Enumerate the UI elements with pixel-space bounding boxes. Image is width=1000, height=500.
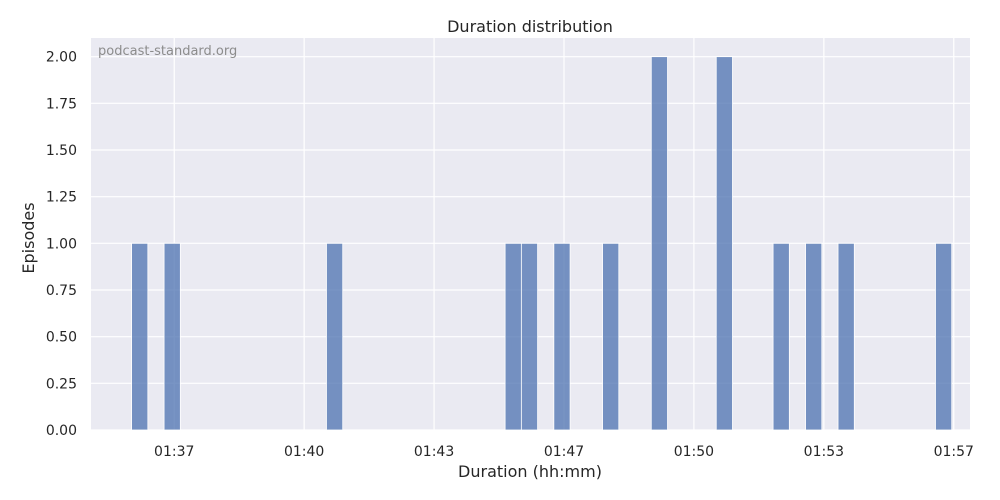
histogram-bar xyxy=(935,242,953,431)
chart-title: Duration distribution xyxy=(447,17,613,36)
y-tick-label: 1.25 xyxy=(46,190,77,206)
y-tick-label: 0.00 xyxy=(46,423,77,439)
y-axis-ticks: 0.00 0.25 0.50 0.75 1.00 1.25 1.50 1.75 2.00 xyxy=(46,50,77,439)
watermark: podcast-standard.org xyxy=(98,44,237,59)
y-tick-label: 0.75 xyxy=(46,283,77,299)
x-tick-label: 01:47 xyxy=(544,444,584,460)
histogram-bar xyxy=(504,242,522,431)
y-axis-label: Episodes xyxy=(19,202,38,273)
bars xyxy=(131,56,953,431)
histogram-bar xyxy=(602,242,620,431)
histogram-bar xyxy=(553,242,571,431)
histogram-bar xyxy=(520,242,539,431)
x-axis-ticks: 01:37 01:40 01:43 01:47 01:50 01:53 01:57 xyxy=(154,444,974,460)
histogram-bar xyxy=(650,56,668,431)
x-tick-label: 01:37 xyxy=(154,444,194,460)
histogram-bar xyxy=(715,56,733,431)
x-tick-label: 01:53 xyxy=(804,444,844,460)
histogram-bar xyxy=(805,242,823,431)
y-tick-label: 1.00 xyxy=(46,236,77,252)
y-tick-label: 2.00 xyxy=(46,50,77,66)
x-tick-label: 01:40 xyxy=(284,444,324,460)
y-tick-label: 1.75 xyxy=(46,96,77,112)
x-tick-label: 01:50 xyxy=(674,444,714,460)
y-tick-label: 1.50 xyxy=(46,143,77,159)
histogram-bar xyxy=(326,242,344,431)
x-tick-label: 01:43 xyxy=(414,444,454,460)
x-tick-label: 01:57 xyxy=(934,444,974,460)
histogram-bar xyxy=(131,242,149,431)
histogram-bar xyxy=(837,242,855,431)
y-tick-label: 0.50 xyxy=(46,330,77,346)
histogram-bar xyxy=(772,242,790,431)
x-axis-label: Duration (hh:mm) xyxy=(458,462,602,481)
y-tick-label: 0.25 xyxy=(46,376,77,392)
histogram-bar xyxy=(163,242,181,431)
